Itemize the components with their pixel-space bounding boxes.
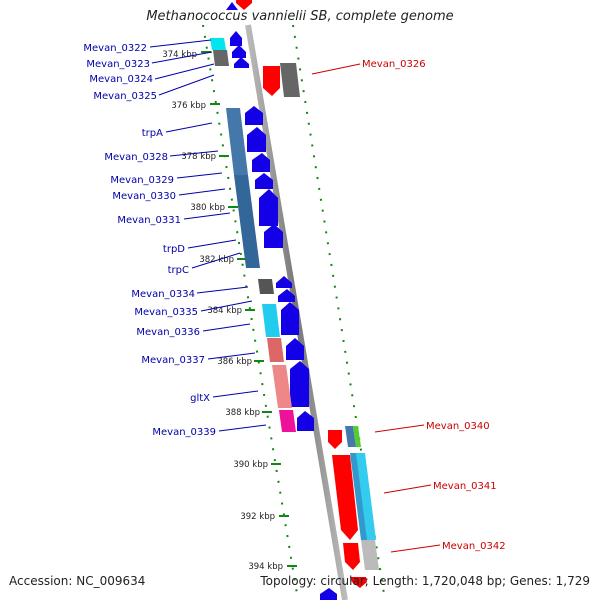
summary-text: Topology: circular; Length: 1,720,048 bp… — [260, 574, 590, 588]
gene-arrow — [234, 57, 249, 68]
scale-label: 390 kbp — [233, 460, 268, 470]
gene-label: Mevan_0335 — [134, 307, 198, 318]
scale-label: 378 kbp — [181, 152, 216, 162]
gene-label: Mevan_0341 — [433, 481, 497, 492]
gene-label: Mevan_0337 — [141, 355, 205, 366]
cog-boxes-forward — [210, 38, 296, 432]
gene-label: trpA — [142, 128, 163, 139]
gene-arrow — [236, 0, 252, 10]
forward-genes — [226, 2, 337, 600]
gene-arrow — [252, 153, 270, 172]
gene-label: Mevan_0328 — [104, 152, 168, 163]
gene-arrow — [263, 66, 280, 96]
gene-arrow — [286, 338, 304, 360]
gene-arrow — [276, 276, 292, 288]
cog-boxes-reverse — [280, 63, 379, 570]
scale-label: 388 kbp — [225, 408, 260, 418]
left-gene-labels: Mevan_0322 Mevan_0323 Mevan_0324 Mevan_0… — [83, 43, 216, 438]
right-leaders — [311, 63, 441, 553]
map-title: Methanococcus vannielii SB, complete gen… — [146, 9, 454, 24]
gene-arrow — [245, 106, 263, 125]
gene-arrow — [259, 189, 278, 226]
gene-arrow — [255, 173, 273, 189]
scale-label: 384 kbp — [207, 306, 242, 316]
gene-arrow — [290, 361, 309, 407]
gene-label: Mevan_0325 — [93, 91, 157, 102]
scale-label: 374 kbp — [162, 50, 197, 60]
gene-arrow — [278, 289, 295, 302]
scale-label: 380 kbp — [190, 203, 225, 213]
gene-arrow — [350, 577, 367, 588]
gene-arrow — [343, 543, 360, 570]
gene-label: Mevan_0339 — [152, 427, 216, 438]
left-leaders — [149, 39, 267, 432]
gene-label: Mevan_0324 — [89, 74, 153, 85]
gene-label: Mevan_0329 — [110, 175, 174, 186]
gene-arrow — [226, 2, 238, 10]
scale-label: 386 kbp — [217, 357, 252, 367]
reverse-genes — [236, 0, 367, 588]
gene-arrow — [264, 224, 283, 248]
gene-label: Mevan_0322 — [83, 43, 147, 54]
gene-label: Mevan_0323 — [86, 59, 150, 70]
inner-ring — [202, 24, 299, 600]
gene-label: Mevan_0326 — [362, 59, 426, 70]
gene-arrow — [297, 411, 314, 431]
right-gene-labels: Mevan_0326 Mevan_0340 Mevan_0341 Mevan_0… — [362, 59, 506, 552]
gene-label: Mevan_0330 — [112, 191, 176, 202]
gene-arrow — [320, 588, 337, 600]
accession-text: Accession: NC_009634 — [9, 574, 146, 588]
scale-ticks — [201, 51, 297, 567]
gene-arrow — [232, 45, 246, 58]
gene-label: trpC — [168, 265, 189, 276]
gene-label: Mevan_0340 — [426, 421, 490, 432]
gene-label: Mevan_0342 — [442, 541, 506, 552]
gene-label: Mevan_0334 — [131, 289, 195, 300]
gene-arrow — [332, 455, 358, 540]
gene-arrow — [328, 430, 342, 449]
gene-label: gltX — [190, 393, 210, 404]
gene-label: trpD — [163, 244, 185, 255]
gene-label: Mevan_0336 — [136, 327, 200, 338]
scale-label: 394 kbp — [248, 562, 283, 572]
scale-label: 392 kbp — [240, 512, 275, 522]
scale-label: 376 kbp — [171, 101, 206, 111]
gene-label: Mevan_0331 — [117, 215, 181, 226]
gene-arrow — [281, 302, 299, 335]
gene-arrow — [230, 31, 242, 46]
gene-arrow — [247, 127, 266, 152]
